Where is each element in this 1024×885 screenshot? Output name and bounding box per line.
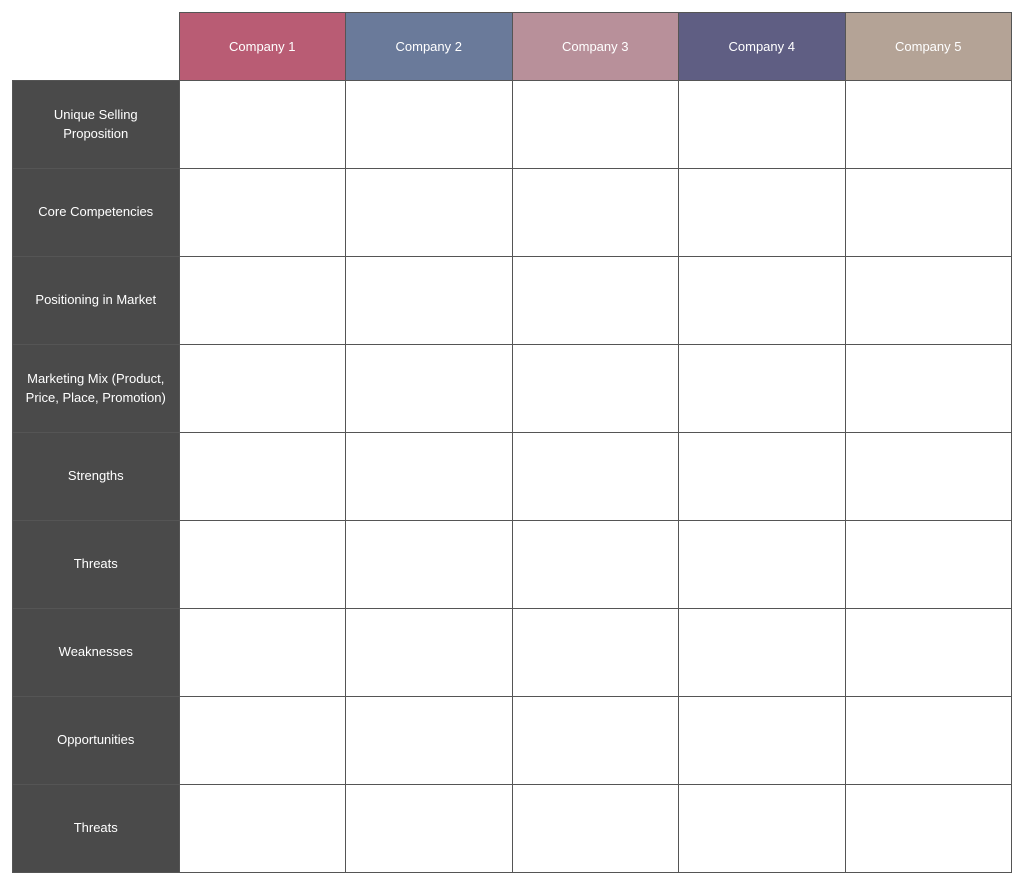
table-row: Threats xyxy=(13,521,1012,609)
data-cell xyxy=(512,785,679,873)
data-cell xyxy=(346,697,513,785)
row-header-usp: Unique Selling Proposition xyxy=(13,81,180,169)
data-cell xyxy=(512,345,679,433)
data-cell xyxy=(679,169,846,257)
column-header-company-3: Company 3 xyxy=(512,13,679,81)
table-body: Unique Selling Proposition Core Competen… xyxy=(13,81,1012,873)
column-header-company-1: Company 1 xyxy=(179,13,346,81)
column-header-company-2: Company 2 xyxy=(346,13,513,81)
table-row: Positioning in Market xyxy=(13,257,1012,345)
table-row: Threats xyxy=(13,785,1012,873)
data-cell xyxy=(346,785,513,873)
data-cell xyxy=(845,433,1012,521)
data-cell xyxy=(512,169,679,257)
data-cell xyxy=(179,81,346,169)
data-cell xyxy=(845,609,1012,697)
row-header-core-competencies: Core Competencies xyxy=(13,169,180,257)
data-cell xyxy=(845,521,1012,609)
column-header-company-4: Company 4 xyxy=(679,13,846,81)
table-row: Unique Selling Proposition xyxy=(13,81,1012,169)
data-cell xyxy=(346,345,513,433)
data-cell xyxy=(346,257,513,345)
data-cell xyxy=(679,345,846,433)
table-row: Core Competencies xyxy=(13,169,1012,257)
competitive-analysis-table: Company 1 Company 2 Company 3 Company 4 … xyxy=(12,12,1012,873)
data-cell xyxy=(179,697,346,785)
data-cell xyxy=(512,433,679,521)
data-cell xyxy=(679,81,846,169)
data-cell xyxy=(679,609,846,697)
data-cell xyxy=(845,345,1012,433)
column-header-row: Company 1 Company 2 Company 3 Company 4 … xyxy=(13,13,1012,81)
data-cell xyxy=(679,785,846,873)
data-cell xyxy=(346,433,513,521)
data-cell xyxy=(346,81,513,169)
data-cell xyxy=(179,785,346,873)
data-cell xyxy=(179,169,346,257)
row-header-threats-1: Threats xyxy=(13,521,180,609)
row-header-opportunities: Opportunities xyxy=(13,697,180,785)
data-cell xyxy=(679,697,846,785)
data-cell xyxy=(679,257,846,345)
data-cell xyxy=(346,169,513,257)
table-row: Weaknesses xyxy=(13,609,1012,697)
data-cell xyxy=(845,785,1012,873)
data-cell xyxy=(346,521,513,609)
data-cell xyxy=(679,433,846,521)
data-cell xyxy=(512,257,679,345)
data-cell xyxy=(179,521,346,609)
data-cell xyxy=(845,169,1012,257)
competitive-analysis-table-container: Company 1 Company 2 Company 3 Company 4 … xyxy=(12,12,1012,873)
data-cell xyxy=(512,81,679,169)
row-header-marketing-mix: Marketing Mix (Product, Price, Place, Pr… xyxy=(13,345,180,433)
corner-cell xyxy=(13,13,180,81)
table-row: Marketing Mix (Product, Price, Place, Pr… xyxy=(13,345,1012,433)
data-cell xyxy=(512,609,679,697)
data-cell xyxy=(845,257,1012,345)
row-header-positioning: Positioning in Market xyxy=(13,257,180,345)
data-cell xyxy=(512,521,679,609)
row-header-threats-2: Threats xyxy=(13,785,180,873)
data-cell xyxy=(679,521,846,609)
data-cell xyxy=(845,697,1012,785)
data-cell xyxy=(179,345,346,433)
data-cell xyxy=(179,257,346,345)
data-cell xyxy=(845,81,1012,169)
table-row: Opportunities xyxy=(13,697,1012,785)
data-cell xyxy=(179,433,346,521)
table-row: Strengths xyxy=(13,433,1012,521)
data-cell xyxy=(179,609,346,697)
row-header-strengths: Strengths xyxy=(13,433,180,521)
row-header-weaknesses: Weaknesses xyxy=(13,609,180,697)
data-cell xyxy=(512,697,679,785)
column-header-company-5: Company 5 xyxy=(845,13,1012,81)
data-cell xyxy=(346,609,513,697)
